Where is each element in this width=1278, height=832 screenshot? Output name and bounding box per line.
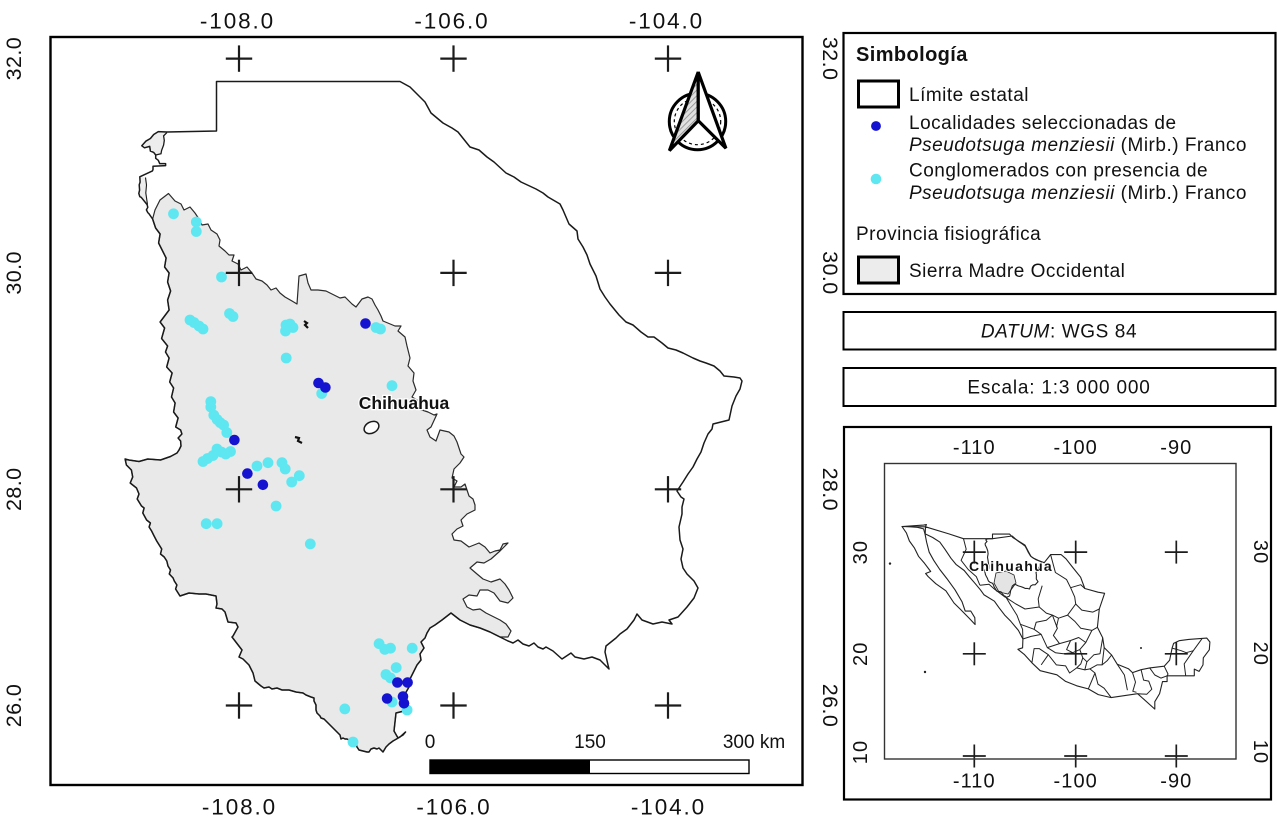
- svg-text:Chihuahua: Chihuahua: [359, 393, 450, 413]
- svg-text:30: 30: [850, 540, 872, 564]
- svg-text:-104.0: -104.0: [629, 9, 704, 34]
- svg-text:26.0: 26.0: [2, 684, 26, 727]
- svg-text:28.0: 28.0: [2, 468, 26, 511]
- svg-text:-106.0: -106.0: [414, 9, 489, 34]
- svg-text:Escala: 1:3 000 000: Escala: 1:3 000 000: [967, 378, 1150, 399]
- svg-text:DATUM: WGS 84: DATUM: WGS 84: [981, 322, 1137, 343]
- svg-text:Pseudotsuga menziesii (Mirb.): Pseudotsuga menziesii (Mirb.) Franco: [909, 183, 1247, 204]
- svg-text:Sierra Madre Occidental: Sierra Madre Occidental: [909, 261, 1125, 282]
- svg-text:-90: -90: [1160, 771, 1192, 793]
- svg-text:20: 20: [1249, 642, 1271, 666]
- svg-text:32.0: 32.0: [2, 37, 26, 80]
- svg-text:-108.0: -108.0: [200, 9, 275, 34]
- svg-text:300 km: 300 km: [723, 732, 785, 753]
- svg-text:Simbología: Simbología: [856, 44, 968, 66]
- svg-text:-110: -110: [953, 437, 996, 459]
- svg-text:-100: -100: [1053, 771, 1097, 793]
- svg-text:26.0: 26.0: [818, 684, 842, 727]
- svg-text:-90: -90: [1160, 437, 1192, 459]
- svg-text:0: 0: [425, 732, 436, 753]
- svg-text:30: 30: [1249, 540, 1271, 564]
- svg-text:-104.0: -104.0: [631, 795, 706, 820]
- svg-text:150: 150: [574, 732, 606, 753]
- svg-text:30.0: 30.0: [2, 251, 26, 294]
- svg-text:Conglomerados con presencia de: Conglomerados con presencia de: [909, 161, 1208, 182]
- svg-text:32.0: 32.0: [818, 37, 842, 80]
- svg-text:30.0: 30.0: [818, 251, 842, 294]
- svg-text:-106.0: -106.0: [416, 795, 491, 820]
- svg-text:Localidades seleccionadas de: Localidades seleccionadas de: [909, 113, 1177, 134]
- svg-text:-110: -110: [953, 771, 996, 793]
- svg-text:10: 10: [1249, 740, 1271, 764]
- svg-text:Chihuahua: Chihuahua: [969, 558, 1053, 574]
- svg-text:Provincia fisiográfica: Provincia fisiográfica: [856, 224, 1041, 245]
- svg-text:10: 10: [850, 740, 872, 764]
- svg-text:20: 20: [850, 642, 872, 666]
- svg-text:Pseudotsuga menziesii (Mirb.): Pseudotsuga menziesii (Mirb.) Franco: [909, 135, 1247, 156]
- svg-text:28.0: 28.0: [818, 468, 842, 511]
- svg-text:Límite estatal: Límite estatal: [909, 85, 1029, 106]
- svg-text:-100: -100: [1053, 437, 1097, 459]
- svg-text:-108.0: -108.0: [202, 795, 277, 820]
